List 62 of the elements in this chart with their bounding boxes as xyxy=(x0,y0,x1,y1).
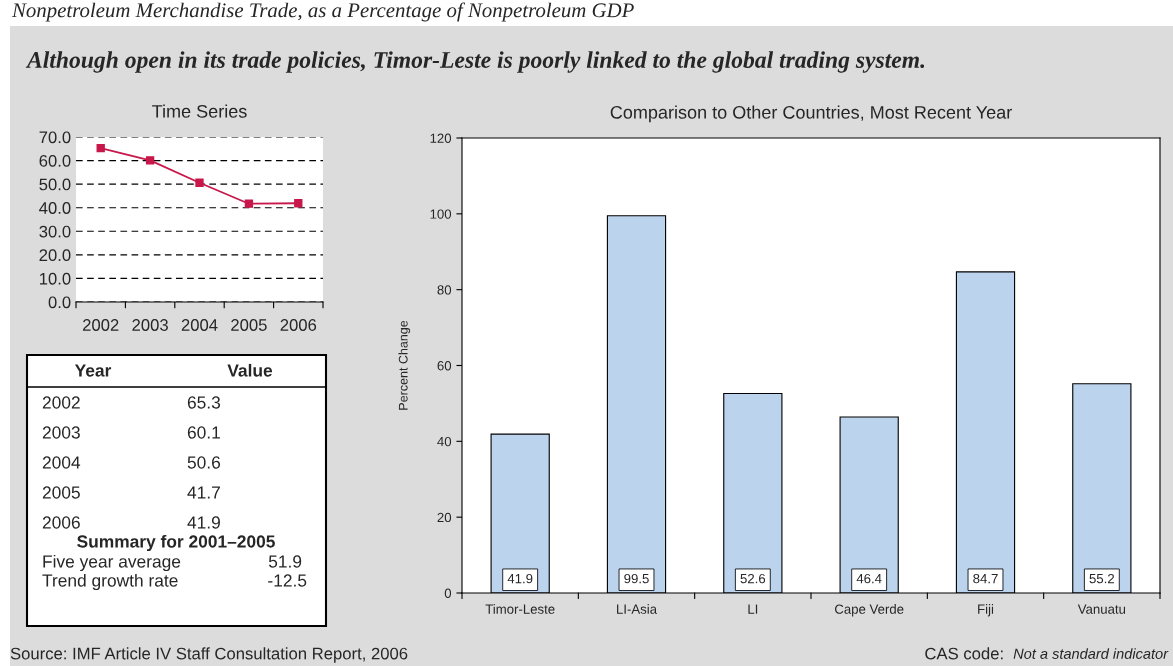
text: Trend growth rate xyxy=(42,573,178,591)
point xyxy=(244,199,254,208)
y-tick-label: 20.0 xyxy=(39,249,71,262)
text: Value xyxy=(227,363,273,377)
text: Not a standard indicator xyxy=(1013,648,1169,659)
text: Year xyxy=(74,364,112,377)
point xyxy=(195,178,204,187)
data-label: 46.4 xyxy=(856,573,882,584)
text: Nonpetroleum Merchandise Trade, as a Percentage of Nonpetroleum GDP xyxy=(11,2,634,22)
y-tick-label: 70.0 xyxy=(39,131,71,144)
text: -12.5 xyxy=(268,574,307,587)
text: Summary for 2001–2005 xyxy=(77,534,275,552)
x-tick-label: Fiji xyxy=(978,604,994,617)
text: 60.1 xyxy=(187,426,220,439)
x-tick-label: 2002 xyxy=(83,319,119,331)
point xyxy=(96,143,105,153)
chart-title: Time Series xyxy=(152,104,247,118)
y-tick-label: 120 xyxy=(430,133,452,143)
data-label: 52.6 xyxy=(740,573,766,584)
data-label: 84.7 xyxy=(973,573,998,584)
text: Five year average xyxy=(43,554,181,572)
text: 41.7 xyxy=(187,486,220,499)
text: 2004 xyxy=(42,456,81,469)
point xyxy=(294,199,303,208)
text: 65.3 xyxy=(187,396,221,409)
source-note: Source: IMF Article IV Staff Consultation Report, 2006 xyxy=(10,647,408,663)
data-label: 99.5 xyxy=(624,573,649,584)
x-tick-label: Cape Verde xyxy=(834,604,904,617)
y-tick-label: 60 xyxy=(437,361,452,371)
y-tick-label: 10.0 xyxy=(39,272,71,285)
x-tick-label: LI-Asia xyxy=(617,604,658,614)
y-tick-label: 0 xyxy=(444,588,452,598)
text: 2006 xyxy=(42,516,80,529)
text: CAS code: xyxy=(925,647,1003,660)
y-tick-label: 50.0 xyxy=(39,178,71,191)
data-label: 41.9 xyxy=(507,573,533,584)
text: 2005 xyxy=(42,486,80,499)
y-tick-label: 100 xyxy=(430,209,452,219)
y-tick-label: 0.0 xyxy=(48,296,71,309)
y-tick-label: 60.0 xyxy=(39,154,71,167)
x-tick-label: Vanuatu xyxy=(1077,604,1126,614)
x-tick-label: Timor-Leste xyxy=(485,604,555,614)
text: 41.9 xyxy=(187,516,220,529)
text: Although open in its trade policies, Timor-Leste is poorly linked to the global trading system. xyxy=(25,51,925,73)
x-tick-label: 2005 xyxy=(231,319,267,331)
y-tick-label: 40.0 xyxy=(39,202,71,214)
text: 50.6 xyxy=(187,456,221,469)
y-tick-label: 20 xyxy=(437,512,452,523)
point xyxy=(145,156,155,165)
y-tick-label: 30.0 xyxy=(39,225,71,238)
data-label: 55.2 xyxy=(1089,573,1115,584)
chart-title: Comparison to Other Countries, Most Recent Year xyxy=(610,105,1012,123)
x-tick-label: LI xyxy=(748,604,758,614)
y-axis-title: Percent Change xyxy=(398,320,411,410)
y-tick-label: 80 xyxy=(437,285,452,295)
text: 51.9 xyxy=(268,555,302,568)
x-tick-label: 2006 xyxy=(280,319,317,331)
text: 2002 xyxy=(42,396,80,409)
y-tick-label: 40 xyxy=(437,436,452,447)
text: 2003 xyxy=(42,426,80,439)
x-tick-label: 2004 xyxy=(181,319,218,331)
x-tick-label: 2003 xyxy=(132,319,168,331)
